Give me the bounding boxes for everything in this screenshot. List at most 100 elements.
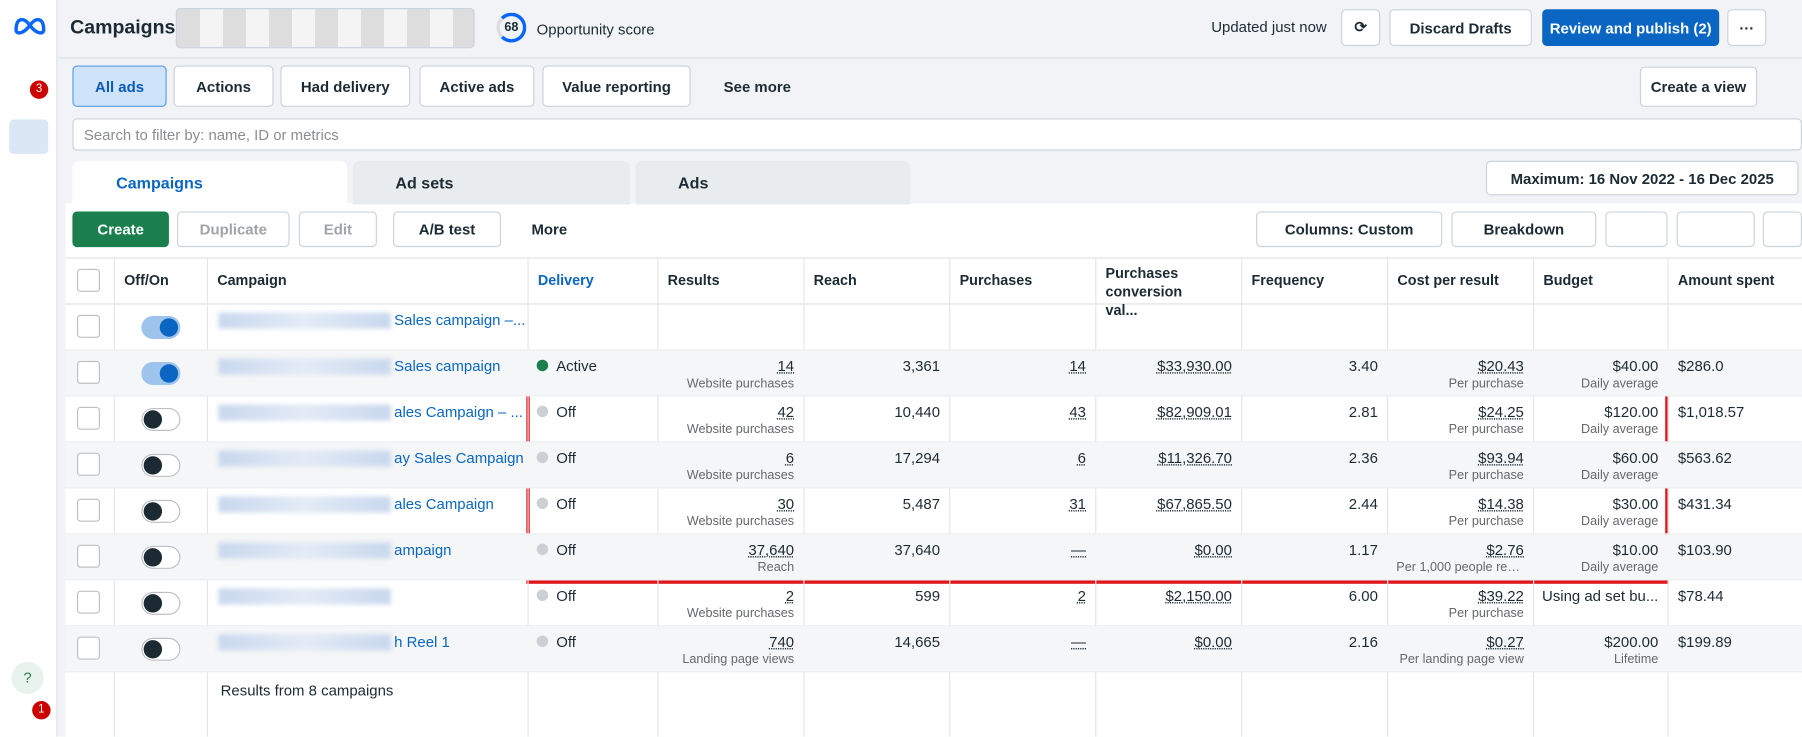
col-divider	[1533, 257, 1535, 737]
reach: 599	[915, 587, 941, 605]
budget: $60.00	[1612, 449, 1659, 467]
results[interactable]: 42	[777, 403, 795, 421]
tab[interactable]: Ads	[635, 160, 911, 205]
col-divider	[1241, 257, 1243, 737]
filter-chip[interactable]: Actions	[173, 65, 274, 107]
cost[interactable]: $24.25	[1478, 403, 1524, 421]
cost[interactable]: $14.38	[1478, 495, 1524, 513]
col-divider	[1387, 257, 1389, 737]
more-button[interactable]: More	[531, 220, 568, 238]
create-view[interactable]: Create a view	[1639, 66, 1758, 107]
column-header[interactable]: Budget	[1543, 272, 1593, 289]
cost[interactable]: $2.76	[1486, 541, 1524, 559]
results[interactable]: 14	[777, 357, 795, 375]
breakdown-button[interactable]: Breakdown	[1451, 211, 1597, 248]
filter-chip[interactable]: Had delivery	[280, 65, 411, 107]
campaign-name[interactable]: Sales campaign –...	[394, 311, 526, 329]
filter-chip[interactable]: Value reporting	[542, 65, 691, 107]
cost[interactable]: $93.94	[1478, 449, 1524, 467]
cost-label: Per purchase	[1448, 422, 1524, 437]
campaign-name[interactable]: ales Campaign – ...	[394, 403, 523, 421]
tab[interactable]: Campaigns	[72, 160, 348, 205]
columns-button[interactable]: Columns: Custom	[1256, 211, 1443, 248]
chart-button[interactable]	[1762, 211, 1802, 248]
column-header[interactable]: Delivery	[537, 272, 594, 289]
results[interactable]: 740	[769, 633, 795, 651]
cost[interactable]: $39.22	[1478, 587, 1524, 605]
edit-button[interactable]: Edit	[298, 211, 377, 248]
footer-text: Results from 8 campaigns	[220, 681, 394, 699]
divider	[57, 57, 1802, 59]
score-label[interactable]: Opportunity score	[536, 20, 655, 38]
row-checkbox[interactable]	[76, 360, 100, 384]
row-checkbox[interactable]	[76, 590, 100, 614]
conv_value[interactable]: $67,865.50	[1157, 495, 1232, 513]
column-header[interactable]: Campaign	[217, 272, 287, 289]
results[interactable]: 30	[777, 495, 795, 513]
row-checkbox[interactable]	[76, 452, 100, 476]
ab-test-button[interactable]: A/B test	[393, 211, 502, 248]
conv_value[interactable]: $2,150.00	[1165, 587, 1232, 605]
share-button[interactable]	[1676, 211, 1755, 248]
publish-button[interactable]: Review and publish (2)	[1542, 9, 1720, 46]
results[interactable]: 6	[785, 449, 795, 467]
col-divider	[206, 257, 209, 737]
campaign-name[interactable]: ay Sales Campaign	[394, 449, 524, 467]
row-checkbox[interactable]	[76, 314, 100, 338]
column-header[interactable]: Purchases	[959, 272, 1033, 289]
purchases[interactable]: 31	[1069, 495, 1086, 513]
score: 68	[496, 12, 527, 43]
results[interactable]: 2	[785, 587, 795, 605]
conv_value[interactable]: $82,909.01	[1157, 403, 1232, 421]
help[interactable]: ?	[11, 661, 44, 695]
create-button[interactable]: Create	[72, 211, 169, 248]
duplicate-button[interactable]: Duplicate	[176, 211, 290, 248]
campaign-name[interactable]: Sales campaign	[394, 357, 501, 375]
row-checkbox[interactable]	[76, 636, 100, 660]
conv_value[interactable]: $0.00	[1194, 633, 1232, 651]
discard-button[interactable]: Discard Drafts	[1389, 9, 1532, 46]
results[interactable]: 37,640	[748, 541, 795, 559]
campaign-name[interactable]: ampaign	[394, 541, 452, 559]
purchases[interactable]: 14	[1069, 357, 1086, 375]
conv_value[interactable]: $0.00	[1194, 541, 1232, 559]
cost[interactable]: $20.43	[1478, 357, 1524, 375]
nav-active[interactable]	[9, 119, 49, 154]
spent: $1,018.57	[1677, 403, 1745, 421]
filter-chip[interactable]: See more	[723, 77, 791, 95]
col-divider	[657, 257, 659, 737]
row-checkbox[interactable]	[76, 498, 100, 522]
campaign-name[interactable]: ales Campaign	[394, 495, 494, 513]
frequency: 2.81	[1348, 403, 1378, 421]
column-header[interactable]: Cost per result	[1397, 272, 1499, 289]
refresh[interactable]: ⟳	[1341, 9, 1381, 46]
conv_value[interactable]: $33,930.00	[1157, 357, 1232, 375]
row-checkbox[interactable]	[76, 406, 100, 430]
purchases[interactable]: —	[1071, 633, 1086, 651]
filter-chip[interactable]: Active ads	[419, 65, 535, 107]
purchases[interactable]: 43	[1069, 403, 1086, 421]
conv_value[interactable]: $11,326.70	[1158, 449, 1232, 467]
more-menu[interactable]: ···	[1727, 9, 1767, 46]
column-header[interactable]: Off/On	[124, 272, 169, 289]
search[interactable]: Search to filter by: name, ID or metrics	[72, 118, 1802, 151]
column-header[interactable]: Reach	[813, 272, 857, 289]
purchases[interactable]: —	[1071, 541, 1086, 559]
budget-label: Daily average	[1580, 560, 1659, 575]
account-select[interactable]	[175, 8, 475, 49]
purchases[interactable]: 6	[1077, 449, 1086, 467]
row-checkbox[interactable]	[76, 544, 100, 568]
cost[interactable]: $0.27	[1486, 633, 1524, 651]
purchases[interactable]: 2	[1077, 587, 1086, 605]
date-range[interactable]: Maximum: 16 Nov 2022 - 16 Dec 2025	[1485, 160, 1799, 196]
filter-chip[interactable]: All ads	[72, 65, 167, 107]
tab[interactable]: Ad sets	[352, 160, 630, 205]
column-header[interactable]: Purchases conversion val...	[1105, 265, 1183, 319]
campaign-name[interactable]: h Reel 1	[394, 633, 450, 651]
header-checkbox[interactable]	[76, 268, 100, 292]
column-header[interactable]: Frequency	[1251, 272, 1325, 289]
column-header[interactable]: Results	[667, 272, 720, 289]
export-button[interactable]	[1605, 211, 1668, 248]
column-header[interactable]: Amount spent	[1677, 272, 1775, 289]
col-divider	[949, 257, 951, 737]
